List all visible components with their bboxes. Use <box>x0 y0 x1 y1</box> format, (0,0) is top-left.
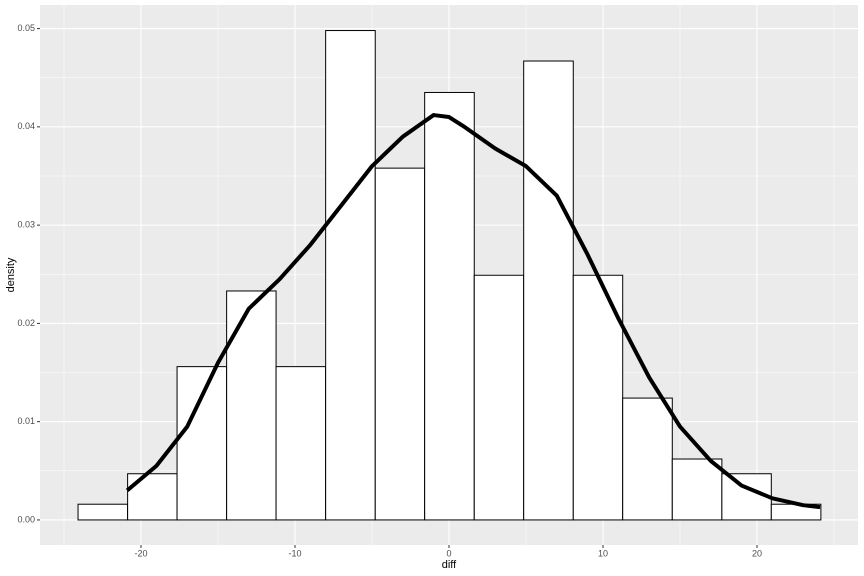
x-tick-label: -10 <box>289 548 302 558</box>
bar <box>325 30 376 521</box>
bar <box>424 91 475 521</box>
x-tick-label: -20 <box>135 548 148 558</box>
bar <box>523 60 574 521</box>
bar <box>721 473 772 521</box>
y-tick-label: 0.04 <box>17 121 35 131</box>
bar <box>176 366 228 521</box>
x-tick-label: 10 <box>598 548 608 558</box>
bar <box>622 397 673 521</box>
bar <box>572 274 624 521</box>
bar <box>275 366 327 521</box>
bar <box>374 167 426 521</box>
bar <box>127 473 178 521</box>
x-tick-label: 0 <box>446 548 451 558</box>
y-axis-title: density <box>5 257 17 292</box>
bar <box>671 458 723 521</box>
y-tick-label: 0.05 <box>17 23 35 33</box>
x-tick-label: 20 <box>752 548 762 558</box>
y-tick-label: 0.03 <box>17 220 35 230</box>
y-tick-label: 0.00 <box>17 514 35 524</box>
x-axis-title: diff <box>442 559 457 571</box>
bar <box>473 274 525 521</box>
bar <box>226 290 277 521</box>
bar <box>77 503 129 521</box>
density-line <box>125 113 821 510</box>
y-tick-label: 0.02 <box>17 318 35 328</box>
y-tick-label: 0.01 <box>17 416 35 426</box>
